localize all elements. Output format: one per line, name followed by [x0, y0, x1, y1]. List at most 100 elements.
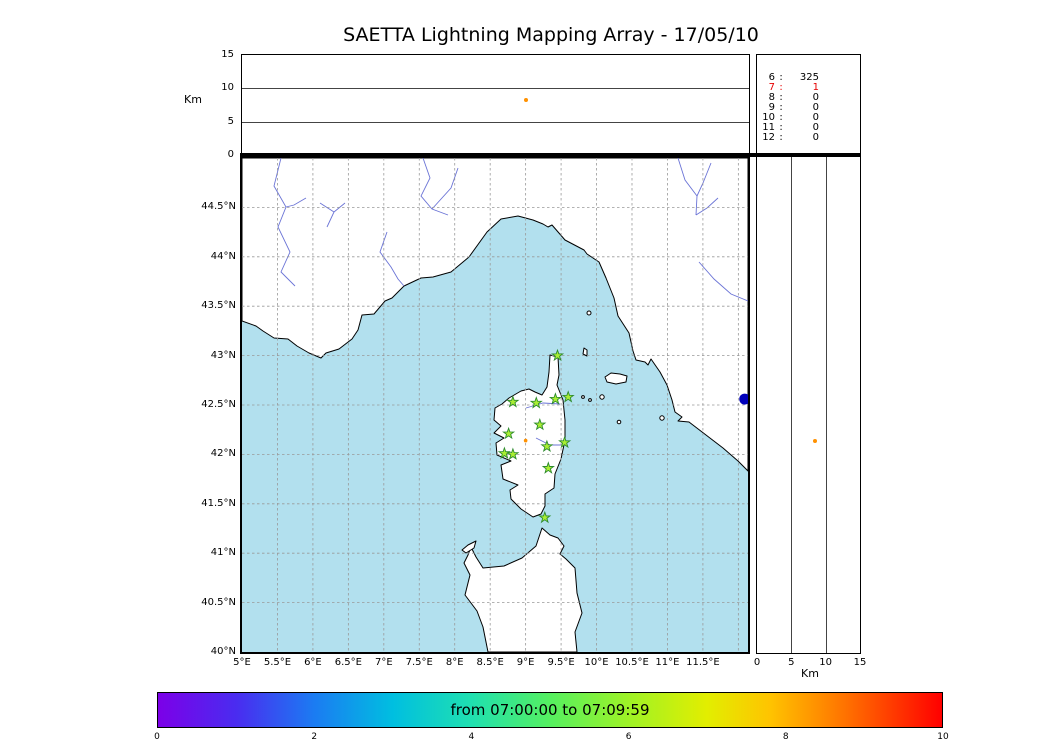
altitude-gridline: [791, 157, 793, 653]
station-count-text: 11: [762, 122, 775, 133]
colorbar-tick-label: 0: [154, 732, 160, 742]
lon-tick-label: 8.5°E: [476, 657, 504, 668]
station-count-text: 12: [762, 132, 775, 143]
altitude-gridline: [825, 157, 827, 653]
lma-station-marker: [506, 395, 520, 408]
island-elba: [604, 372, 628, 385]
altitude-gridline: [242, 88, 749, 90]
lon-tick-label: 5°E: [233, 657, 251, 668]
station-count-row: 11: 0: [757, 123, 860, 133]
station-count-text: :: [779, 122, 783, 133]
lon-tick-label: 11.5°E: [686, 657, 720, 668]
lat-tick-label: 41.5°N: [201, 497, 236, 509]
altitude-tick-label: 5: [788, 657, 795, 668]
river: [525, 402, 561, 409]
lon-tick-label: 6°E: [304, 657, 322, 668]
river: [273, 158, 296, 287]
station-count-text: :: [779, 112, 783, 123]
lat-tick-label: 43.5°N: [201, 300, 236, 312]
lat-tick-label: 42°N: [210, 448, 236, 460]
station-count-text: :: [779, 132, 783, 143]
panel-divider: [240, 153, 861, 157]
lma-station-marker: [533, 417, 547, 431]
island-asinara: [461, 540, 477, 554]
station-count-row: 6: 325: [757, 73, 860, 83]
station-count-text: 7: [768, 82, 775, 93]
station-count-text: 0: [812, 92, 819, 103]
lat-tick-label: 42.5°N: [201, 399, 236, 410]
station-count-row: 7: 1: [757, 83, 860, 93]
colorbar-label: from 07:00:00 to 07:09:59: [450, 701, 650, 719]
station-count-text: 9: [768, 102, 775, 113]
lma-station-marker: [541, 461, 555, 474]
colorbar-tick-label: 4: [468, 732, 475, 742]
map-panel: [240, 156, 750, 654]
river: [379, 231, 405, 287]
colorbar-tick-label: 2: [311, 732, 318, 742]
lat-tick-label: 41°N: [210, 547, 236, 559]
altitude-axis-label: Km: [184, 93, 202, 106]
time-colorbar: from 07:00:00 to 07:09:59: [157, 692, 943, 728]
figure-title: SAETTA Lightning Mapping Array - 17/05/1…: [343, 24, 759, 46]
station-count-text: 0: [812, 112, 819, 123]
station-count-text: 1: [812, 82, 819, 93]
station-count-text: 0: [812, 122, 819, 133]
altitude-latitude-plot-area: [757, 157, 860, 653]
station-count-row: 10: 0: [757, 113, 860, 123]
islet-east-corsica-2: [588, 398, 592, 402]
altitude-tick-label: 15: [221, 49, 234, 60]
lat-tick-label: 44.5°N: [201, 201, 236, 213]
station-count-row: 9: 0: [757, 103, 860, 113]
lma-station-marker: [502, 426, 516, 440]
station-count-panel: 6: 325 7: 1 8: 0 9: 0 10: 0 11: 0 12: 0: [756, 54, 861, 156]
lon-tick-label: 6.5°E: [334, 657, 362, 668]
lon-tick-label: 7.5°E: [405, 657, 433, 668]
lon-tick-label: 11°E: [655, 657, 680, 668]
station-count-list: 6: 325 7: 1 8: 0 9: 0 10: 0 11: 0 12: 0: [757, 55, 860, 143]
blue-coast-marker: [739, 393, 748, 405]
station-count-row: 12: 0: [757, 133, 860, 143]
river: [695, 197, 719, 216]
station-count-text: 0: [812, 132, 819, 143]
colorbar-tick-label: 6: [625, 732, 632, 742]
lon-tick-label: 7°E: [374, 657, 393, 668]
lat-tick-label: 43°N: [210, 349, 236, 361]
altitude-gridline: [242, 121, 749, 123]
station-count-text: 325: [799, 72, 819, 83]
river: [677, 158, 698, 216]
lightning-source-dot: [812, 438, 817, 443]
right-panel-km-label: Km: [801, 667, 819, 680]
station-count-text: :: [779, 102, 783, 113]
altitude-tick-label: 15: [853, 657, 867, 668]
river: [420, 158, 449, 216]
island-gorgona: [586, 310, 592, 316]
coast-mainland-france-italy: [242, 158, 748, 472]
altitude-latitude-panel: [756, 156, 861, 654]
colorbar-tick-label: 8: [782, 732, 789, 742]
altitude-tick-label: 0: [753, 657, 761, 668]
lon-tick-label: 5.5°E: [263, 657, 292, 668]
lightning-source-dot: [523, 98, 528, 103]
river: [326, 211, 335, 228]
map-graticule: [242, 158, 748, 652]
altitude-tick-label: 10: [819, 657, 833, 668]
lma-station-marker: [540, 439, 554, 452]
lat-tick-label: 44°N: [210, 250, 236, 262]
island-pianosa: [599, 394, 605, 400]
island-montecristo: [616, 419, 622, 425]
station-count-text: :: [779, 82, 783, 93]
station-count-row: 8: 0: [757, 93, 860, 103]
station-count-text: 8: [768, 92, 775, 103]
lon-tick-label: 10°E: [584, 657, 609, 668]
river: [285, 197, 307, 208]
altitude-tick-label: 0: [227, 149, 234, 160]
altitude-longitude-panel: [241, 54, 750, 156]
altitude-longitude-plot-area: [242, 55, 749, 155]
lightning-source-dot: [523, 438, 528, 443]
station-count-text: :: [779, 92, 783, 103]
lon-tick-label: 9°E: [516, 657, 535, 668]
station-count-text: 6: [768, 72, 775, 83]
lma-station-marker: [497, 446, 511, 460]
river: [431, 167, 459, 210]
